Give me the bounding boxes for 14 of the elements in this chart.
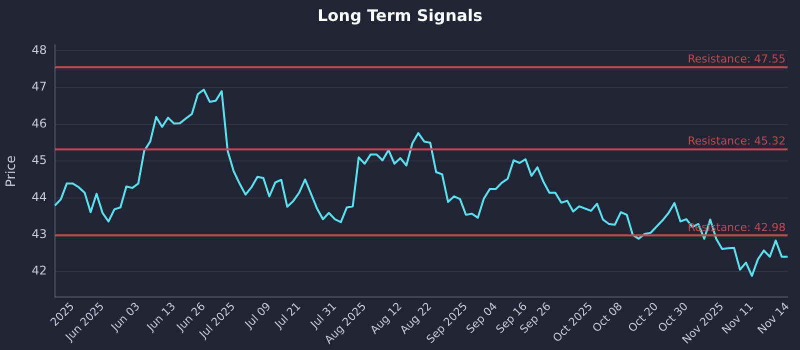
chart-title: Long Term Signals <box>316 6 484 25</box>
y-tick-label: 48 <box>32 42 47 57</box>
y-tick-label: 45 <box>32 153 47 168</box>
y-tick-label: 46 <box>32 116 47 130</box>
ref-line-label: Resistance: 45.32 <box>688 134 786 148</box>
y-tick-label: 47 <box>32 80 47 94</box>
y-axis-title: Price <box>4 155 20 188</box>
y-tick-label: 44 <box>32 190 47 204</box>
x-tick-label: Jun 03 <box>108 300 142 334</box>
y-tick-label: 42 <box>32 264 47 278</box>
y-tick-label: 43 <box>32 226 47 241</box>
x-tick-label: Jul 21 <box>272 300 304 332</box>
ref-line-label: Resistance: 47.55 <box>688 52 786 66</box>
x-tick-label: Jul 09 <box>242 300 274 332</box>
